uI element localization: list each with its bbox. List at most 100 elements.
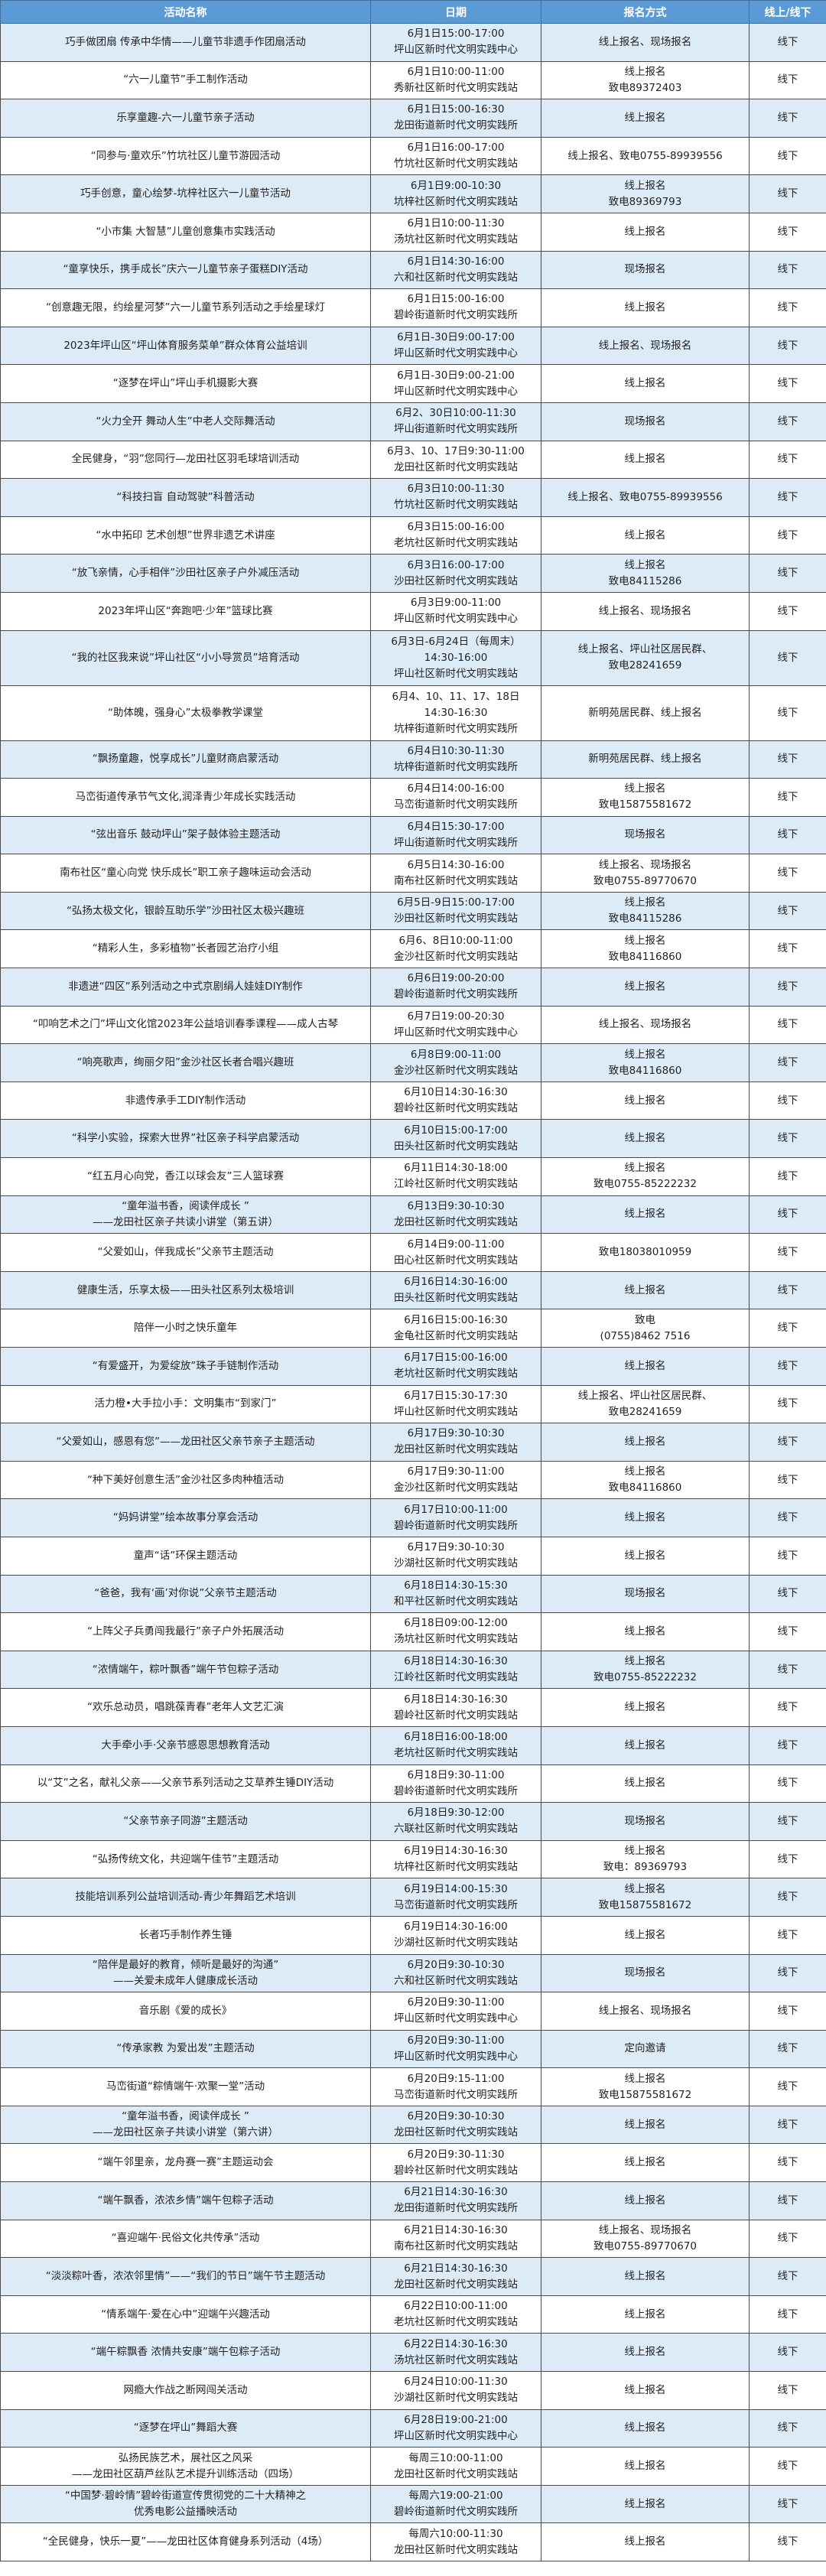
date-line: 碧岭社区新时代文明实践站: [394, 2164, 518, 2177]
signup-method-cell: 线上报名: [541, 1195, 750, 1234]
date-line: 6月19日14:30-16:00: [404, 1921, 508, 1934]
date-line: 坪山区新时代文明实践中心: [394, 2012, 518, 2025]
activity-name-cell: “淡淡粽叶香，浓浓邻里情”——“我们的节日”端午节主题活动: [0, 2257, 371, 2296]
activity-name-line: “欢乐总动员，唱跳葆青春”老年人文艺汇演: [87, 1701, 284, 1714]
date-line: 6月8日9:00-11:00: [410, 1048, 502, 1061]
signup-method-cell: 线上报名: [541, 2333, 750, 2373]
date-line: 6月1日14:30-16:00: [407, 255, 505, 268]
activity-name-cell: “飘扬童趣，悦享成长”儿童财商启蒙活动: [0, 740, 371, 779]
online-offline-cell: 线下: [749, 1309, 826, 1348]
activity-name-line: 优秀电影公益播映活动: [134, 2506, 237, 2519]
activity-name-cell: “中国梦·碧岭情”碧岭街道宣传贯彻党的二十大精神之 优秀电影公益播映活动: [0, 2484, 371, 2524]
signup-method-cell: 线上报名: [541, 2408, 750, 2448]
signup-line: 线上报名: [624, 934, 666, 947]
activity-name-line: 以“艾”之名，献礼父亲——父亲节系列活动之艾草养生锤DIY活动: [37, 1777, 334, 1790]
date-cell: 6月14日9:00-11:00 田心社区新时代文明实践站: [370, 1233, 541, 1272]
online-offline-cell: 线下: [749, 2105, 826, 2145]
table-row: 以“艾”之名，献礼父亲——父亲节系列活动之艾草养生锤DIY活动 6月18日9:30…: [0, 1764, 826, 1804]
online-offline-cell: 线下: [749, 364, 826, 403]
activity-name-cell: 童声“话”环保主题活动: [0, 1536, 371, 1576]
table-row: “放飞亲情，心手相伴”沙田社区亲子户外减压活动 6月3日16:00-17:00 沙田…: [0, 554, 826, 593]
date-line: 6月11日14:30-18:00: [404, 1162, 508, 1175]
date-line: 碧岭街道新时代文明实践所: [394, 1784, 518, 1797]
table-row: “弦出音乐 鼓动坪山”架子鼓体验主题活动 6月4日15:30-17:00 坪山街道新…: [0, 815, 826, 855]
online-offline-cell: 线下: [749, 554, 826, 593]
activity-name-cell: “逐梦在坪山”坪山手机摄影大赛: [0, 364, 371, 403]
online-offline-cell: 线下: [749, 2408, 826, 2448]
date-cell: 6月13日9:30-10:30 龙田社区新时代文明实践站: [370, 1195, 541, 1234]
online-offline-cell: 线下: [749, 516, 826, 555]
signup-line: 致电84116860: [608, 1482, 682, 1495]
date-cell: 6月18日14:30-16:30 江岭社区新时代文明实践站: [370, 1650, 541, 1690]
activity-name-cell: 技能培训系列公益培训活动-青少年舞蹈艺术培训: [0, 1878, 371, 1917]
online-offline-cell: 线下: [749, 1764, 826, 1804]
date-line: 6月1日-30日9:00-21:00: [397, 369, 515, 382]
signup-line: 线上报名: [624, 1625, 666, 1638]
activity-name-line: “喜迎端午·民俗文化共传承”活动: [111, 2232, 260, 2245]
online-offline-cell: 线下: [749, 629, 826, 686]
signup-line: 线上报名: [624, 558, 666, 571]
signup-line: 致电89372403: [608, 81, 682, 94]
signup-method-cell: 线上报名: [541, 2447, 750, 2486]
signup-method-cell: 线上报名: [541, 2371, 750, 2410]
signup-method-cell: 线上报名: [541, 99, 750, 138]
signup-method-cell: 线上报名: [541, 2257, 750, 2296]
date-line: 14:30-16:00: [424, 651, 488, 664]
table-row: “童年溢书香，阅读伴成长 ” ——龙田社区亲子共读小讲堂（第六讲） 6月20日9:3…: [0, 2105, 826, 2145]
signup-method-cell: 线上报名 致电84115286: [541, 554, 750, 593]
activity-name-line: “放飞亲情，心手相伴”沙田社区亲子户外减压活动: [71, 567, 300, 580]
online-offline-cell: 线下: [749, 685, 826, 741]
date-cell: 6月17日10:00-11:00 碧岭街道新时代文明实践所: [370, 1498, 541, 1537]
online-offline-cell: 线下: [749, 1233, 826, 1272]
date-line: 汤坑社区新时代文明实践站: [394, 233, 518, 246]
date-line: 6月17日10:00-11:00: [404, 1503, 508, 1516]
activity-name-line: “父亲节亲子同游”主题活动: [123, 1814, 248, 1827]
activity-name-cell: “小市集 大智慧”儿童创意集市实践活动: [0, 212, 371, 252]
online-offline-cell: 线下: [749, 1915, 826, 1955]
table-row: “火力全开 舞动人生”中老人交际舞活动 6月2、30日10:00-11:30 坪山街…: [0, 402, 826, 441]
activity-name-line: 长者巧手制作养生锤: [138, 1928, 233, 1941]
signup-method-cell: 线上报名 致电89369793: [541, 174, 750, 213]
date-line: 6月17日15:30-17:30: [404, 1389, 508, 1402]
signup-line: 线上报名: [624, 1845, 666, 1858]
date-line: 6月5日-9日15:00-17:00: [397, 896, 515, 909]
online-offline-cell: 线下: [749, 1839, 826, 1879]
table-row: “飘扬童趣，悦享成长”儿童财商启蒙活动 6月4日10:30-11:30 坑梓街道新时…: [0, 740, 826, 779]
signup-line: 线上报名、坪山社区居民群、: [577, 643, 713, 655]
date-line: 6月3日9:00-11:00: [410, 597, 502, 610]
date-line: 老坑社区新时代文明实践站: [394, 2316, 518, 2329]
online-offline-cell: 线下: [749, 1423, 826, 1462]
online-offline-cell: 线下: [749, 2447, 826, 2486]
activity-name-cell: 音乐剧《爱的成长》: [0, 1992, 371, 2031]
signup-method-cell: 线上报名: [541, 1081, 750, 1120]
signup-line: 线上报名: [624, 65, 666, 78]
date-cell: 6月7日19:00-20:30 坪山区新时代文明实践中心: [370, 1005, 541, 1045]
signup-method-cell: 线上报名: [541, 1498, 750, 1537]
online-offline-cell: 线下: [749, 1498, 826, 1537]
table-row: 健康生活，乐享太极——田头社区系列太极培训 6月16日14:30-16:00 田头社…: [0, 1270, 826, 1310]
signup-line: 现场报名: [624, 1587, 666, 1600]
table-row: 非遗传承手工DIY制作活动 6月10日14:30-16:30 碧岭社区新时代文明实践…: [0, 1081, 826, 1120]
activity-name-line: “水中拓印 艺术创想”世界非遗艺术讲座: [96, 529, 275, 542]
table-row: “科学小实验，探索大世界”社区亲子科学启蒙活动 6月10日15:00-17:00 田…: [0, 1119, 826, 1159]
date-line: 6月1日10:00-11:30: [407, 217, 505, 230]
date-line: 碧岭街道新时代文明实践所: [394, 309, 518, 322]
online-offline-cell: 线下: [749, 1043, 826, 1082]
signup-line: 现场报名: [624, 415, 666, 428]
activity-name-cell: 乐享童趣-六一儿童节亲子活动: [0, 99, 371, 138]
date-cell: 6月1日15:00-17:00 坪山区新时代文明实践中心: [370, 23, 541, 62]
signup-line: 现场报名: [624, 1966, 666, 1979]
table-row: 2023年坪山区“坪山体育服务菜单”群众体育公益培训 6月1日-30日9:00-1…: [0, 326, 826, 366]
table-row: “上阵父子兵勇闯我最行”亲子户外拓展活动 6月18日09:00-12:00 汤坑社区…: [0, 1612, 826, 1651]
date-line: 6月5日14:30-16:00: [407, 858, 505, 871]
signup-line: 线上报名: [624, 225, 666, 238]
table-row: “逐梦在坪山”舞蹈大赛 6月28日19:00-21:00 坪山区新时代文明实践中心 线…: [0, 2408, 826, 2448]
activity-name-cell: “有爱盛开，为爱绽放”珠子手链制作活动: [0, 1347, 371, 1386]
table-row: “陪伴是最好的教育，倾听是最好的沟通” ——关爱未成年人健康成长活动 6月20日9:…: [0, 1953, 826, 1993]
online-offline-cell: 线下: [749, 250, 826, 290]
signup-method-cell: 线上报名: [541, 1423, 750, 1462]
date-line: 6月18日09:00-12:00: [404, 1617, 508, 1630]
table-row: 2023年坪山区“奔跑吧·少年”篮球比赛 6月3日9:00-11:00 坪山区新时代…: [0, 591, 826, 631]
online-offline-cell: 线下: [749, 1802, 826, 1841]
